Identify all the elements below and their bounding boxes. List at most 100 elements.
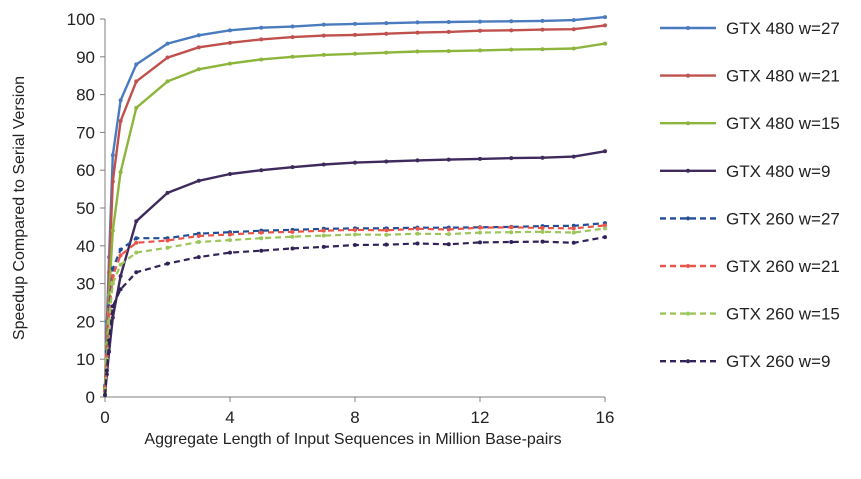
legend-label: GTX 260 w=21 (726, 257, 840, 276)
data-point (134, 219, 139, 224)
data-point (165, 79, 170, 84)
legend-marker (686, 26, 690, 30)
legend-label: GTX 480 w=21 (726, 67, 840, 86)
data-point (321, 33, 326, 38)
data-point (415, 231, 420, 236)
y-tick-label: 50 (76, 199, 95, 218)
data-point (603, 226, 607, 231)
data-point (571, 226, 576, 231)
data-point (134, 236, 139, 241)
data-point (603, 149, 607, 154)
data-point (446, 157, 451, 162)
data-point (353, 21, 357, 26)
data-point (446, 242, 451, 247)
data-point (384, 21, 389, 26)
data-point (509, 47, 514, 52)
data-point (290, 246, 295, 251)
data-point (134, 62, 139, 67)
data-point (384, 31, 389, 36)
data-point (540, 226, 545, 231)
data-point (540, 27, 545, 32)
data-point (228, 28, 232, 33)
data-point (290, 234, 295, 239)
data-point (415, 30, 420, 35)
data-point (259, 57, 264, 62)
data-point (134, 105, 139, 110)
series-line (103, 24, 606, 388)
data-point (509, 28, 514, 33)
data-point (446, 49, 451, 54)
series-8 (103, 235, 607, 398)
series-4 (103, 149, 607, 396)
data-point (353, 232, 357, 237)
data-point (571, 46, 576, 51)
series-line (103, 42, 606, 390)
data-point (259, 25, 264, 30)
x-tick-label: 0 (100, 408, 109, 427)
data-point (540, 155, 545, 160)
data-point (290, 54, 295, 59)
x-tick-label: 4 (225, 408, 234, 427)
data-point (107, 338, 112, 343)
data-point (321, 22, 326, 27)
data-point (603, 15, 607, 20)
data-point (478, 230, 482, 235)
data-point (165, 261, 170, 266)
data-point (103, 393, 107, 398)
legend-marker (686, 73, 690, 78)
legend-label: GTX 480 w=9 (726, 162, 830, 181)
data-point (228, 238, 232, 243)
data-point (110, 179, 115, 184)
data-point (446, 232, 451, 237)
legend-item: GTX 480 w=27 (660, 19, 840, 38)
data-point (228, 250, 232, 255)
data-point (196, 233, 201, 238)
data-point (196, 178, 201, 183)
legend: GTX 480 w=27 GTX 480 w=21 GTX 480 w=15 GTX … (660, 19, 840, 371)
data-point (384, 50, 389, 55)
data-point (228, 171, 232, 176)
data-point (321, 233, 326, 238)
data-point (603, 223, 607, 228)
data-point (415, 158, 420, 163)
data-point (415, 49, 420, 54)
series-3 (103, 41, 607, 392)
data-point (118, 287, 123, 292)
legend-label: GTX 480 w=27 (726, 19, 840, 38)
y-tick-label: 100 (67, 10, 95, 29)
data-point (571, 240, 576, 245)
data-point (290, 165, 295, 170)
legend-marker (686, 264, 690, 268)
data-point (603, 23, 607, 28)
data-point (165, 190, 170, 195)
data-point (228, 232, 232, 237)
x-axis-title: Aggregate Length of Input Sequences in M… (144, 431, 561, 448)
series-7 (103, 226, 607, 396)
data-point (196, 33, 201, 38)
data-point (321, 244, 326, 249)
data-point (165, 41, 170, 46)
legend-item: GTX 480 w=9 (660, 162, 830, 181)
data-point (118, 119, 123, 124)
data-point (196, 255, 201, 260)
series-line (103, 150, 606, 394)
x-tick-label: 8 (350, 408, 359, 427)
series-1 (103, 15, 607, 388)
data-point (384, 159, 389, 164)
data-point (118, 170, 123, 175)
data-point (134, 250, 139, 255)
data-point (118, 253, 123, 258)
data-point (478, 225, 482, 230)
data-point (446, 29, 451, 34)
data-point (110, 266, 115, 271)
data-point (196, 45, 201, 50)
legend-item: GTX 260 w=15 (660, 305, 840, 324)
data-point (540, 229, 545, 234)
data-point (118, 274, 123, 279)
data-point (290, 35, 295, 40)
data-point (118, 98, 123, 103)
data-point (110, 274, 115, 279)
data-point (118, 247, 123, 252)
data-point (478, 28, 482, 33)
y-tick-label: 0 (86, 388, 95, 407)
